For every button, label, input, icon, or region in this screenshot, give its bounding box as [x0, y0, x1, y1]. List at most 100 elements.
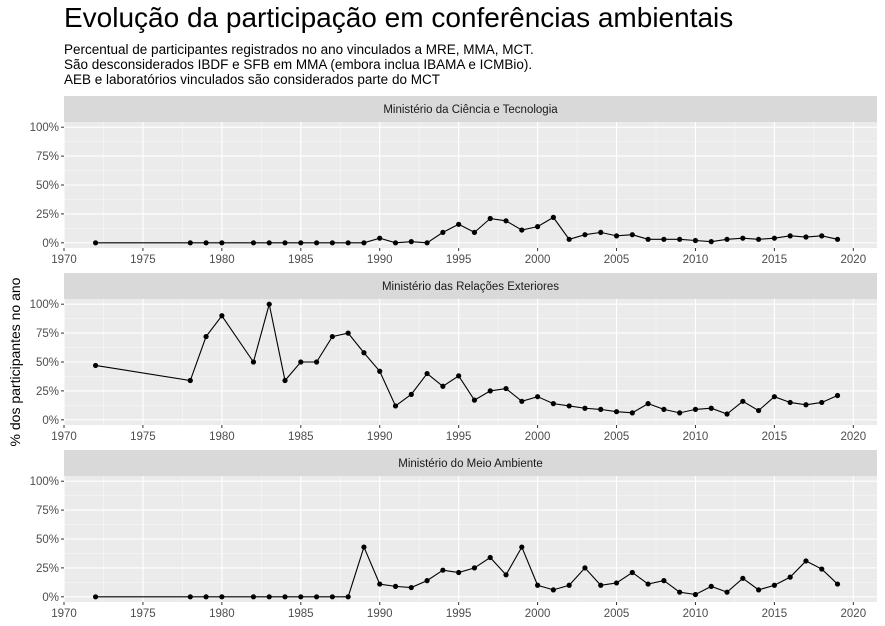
data-point — [566, 403, 572, 409]
data-point — [392, 583, 399, 589]
x-tick-label: 2010 — [683, 254, 709, 266]
data-point — [377, 581, 383, 587]
subtitle-line-3: AEB e laboratórios vinculados são consid… — [64, 72, 440, 87]
data-point — [629, 232, 635, 238]
panel-2: Ministério das Relações Exteriores 0% 25% 5… — [30, 273, 877, 443]
data-point — [819, 399, 825, 406]
y-tick-label: 50% — [36, 357, 59, 369]
data-point — [377, 368, 383, 374]
data-point — [219, 240, 225, 246]
data-point — [203, 333, 209, 340]
data-point — [550, 214, 556, 220]
data-point — [250, 594, 257, 600]
data-point — [424, 240, 430, 246]
data-point — [440, 383, 446, 389]
facet-strip — [64, 96, 877, 122]
subtitle-line-2: São desconsiderados IBDF e SFB em MMA (e… — [64, 57, 533, 72]
facet-strip — [64, 450, 877, 476]
data-point — [298, 240, 304, 246]
y-tick-label: 25% — [36, 209, 59, 221]
subtitle-line-1: Percentual de participantes registrados … — [64, 42, 534, 57]
x-tick-label: 1970 — [51, 254, 77, 266]
x-tick-label: 2005 — [604, 608, 630, 620]
data-point — [361, 350, 367, 356]
data-point — [661, 578, 667, 584]
data-point — [613, 580, 620, 586]
data-point — [787, 574, 793, 580]
x-tick-label: 2015 — [762, 608, 788, 620]
data-point — [203, 240, 209, 246]
x-tick-label: 1990 — [367, 431, 393, 443]
x-tick-label: 2000 — [525, 431, 551, 443]
x-tick-label: 2005 — [604, 431, 630, 443]
facet-strip-label: Ministério do Meio Ambiente — [398, 458, 542, 470]
data-point — [282, 594, 288, 600]
data-point — [298, 359, 304, 365]
series-line — [95, 216, 838, 244]
data-point — [677, 589, 683, 595]
data-point — [771, 235, 777, 241]
data-point — [345, 240, 351, 246]
data-point — [613, 409, 620, 415]
data-point — [313, 359, 320, 365]
data-point — [487, 215, 493, 222]
data-point — [361, 544, 367, 550]
data-point — [392, 240, 399, 246]
x-tick-label: 1985 — [288, 431, 314, 443]
x-tick-label: 1985 — [288, 254, 314, 266]
data-point — [503, 572, 509, 578]
data-point — [408, 239, 414, 245]
data-point — [756, 236, 762, 242]
data-point — [645, 236, 651, 242]
x-tick-label: 2005 — [604, 254, 630, 266]
y-tick-label: 100% — [30, 299, 59, 311]
data-point — [550, 401, 556, 407]
data-point — [424, 578, 430, 584]
y-tick-label: 100% — [30, 122, 59, 134]
y-tick-label: 50% — [36, 534, 59, 546]
data-point — [724, 411, 730, 417]
data-point — [692, 237, 699, 244]
x-tick-label: 1995 — [446, 431, 472, 443]
data-point — [266, 240, 272, 246]
data-point — [345, 330, 351, 336]
data-point — [534, 224, 541, 230]
y-tick-label: 0% — [42, 415, 59, 427]
x-tick-label: 1980 — [209, 254, 235, 266]
x-tick-label: 1970 — [51, 431, 77, 443]
data-point — [661, 236, 667, 242]
x-tick-label: 2000 — [525, 254, 551, 266]
data-point — [92, 240, 99, 246]
data-point — [471, 397, 478, 403]
data-point — [819, 566, 825, 572]
data-point — [803, 558, 809, 564]
data-point — [329, 333, 335, 340]
data-point — [219, 313, 225, 319]
y-tick-label: 75% — [36, 505, 59, 517]
data-point — [724, 589, 730, 595]
y-tick-label: 50% — [36, 180, 59, 192]
x-tick-label: 1975 — [130, 431, 156, 443]
data-point — [692, 591, 699, 598]
data-point — [377, 235, 383, 241]
data-point — [329, 594, 335, 600]
data-point — [598, 406, 604, 412]
data-point — [298, 594, 304, 600]
data-point — [219, 594, 225, 600]
data-point — [661, 406, 667, 412]
data-point — [550, 587, 556, 593]
data-point — [771, 394, 777, 400]
data-point — [92, 594, 99, 600]
facet-strip-label: Ministério da Ciência e Tecnologia — [383, 104, 558, 116]
data-point — [266, 301, 272, 307]
data-point — [582, 565, 588, 571]
data-point — [503, 385, 509, 392]
data-point — [187, 240, 193, 246]
x-tick-label: 2015 — [762, 431, 788, 443]
data-point — [266, 594, 272, 600]
x-tick-label: 2020 — [841, 608, 867, 620]
data-point — [740, 575, 746, 581]
data-point — [503, 218, 509, 224]
data-point — [803, 234, 809, 240]
